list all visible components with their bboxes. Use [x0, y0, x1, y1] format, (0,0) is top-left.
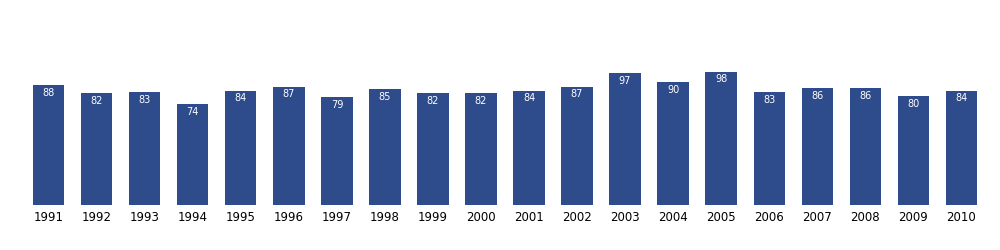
Text: 85: 85 — [379, 92, 391, 102]
Bar — [273, 86, 305, 205]
Bar — [705, 72, 737, 205]
Text: 80: 80 — [907, 99, 919, 109]
Bar — [81, 93, 112, 205]
Text: 86: 86 — [811, 90, 823, 101]
Text: 82: 82 — [91, 96, 103, 106]
Bar — [369, 89, 401, 205]
Bar — [321, 98, 353, 205]
Text: 83: 83 — [139, 95, 151, 105]
Text: 74: 74 — [187, 107, 199, 117]
Text: 87: 87 — [283, 89, 295, 99]
Bar — [850, 88, 881, 205]
Bar — [561, 86, 593, 205]
Bar — [513, 90, 545, 205]
Bar — [177, 104, 208, 205]
Bar — [225, 90, 256, 205]
Bar — [417, 93, 449, 205]
Bar — [754, 92, 785, 205]
Text: 88: 88 — [43, 88, 55, 98]
Text: 82: 82 — [427, 96, 439, 106]
Bar — [465, 93, 497, 205]
Bar — [657, 82, 689, 205]
Text: 87: 87 — [571, 89, 583, 99]
Bar — [898, 96, 929, 205]
Text: 82: 82 — [475, 96, 487, 106]
Text: 90: 90 — [667, 85, 679, 95]
Bar — [946, 90, 977, 205]
Bar — [802, 88, 833, 205]
Bar — [609, 73, 641, 205]
Bar — [33, 85, 64, 205]
Text: 84: 84 — [955, 93, 967, 103]
Bar — [129, 92, 160, 205]
Text: 97: 97 — [619, 76, 631, 86]
Text: 83: 83 — [763, 95, 775, 105]
Text: 98: 98 — [715, 74, 727, 84]
Text: 79: 79 — [331, 100, 343, 110]
Text: 86: 86 — [859, 90, 871, 101]
Text: 84: 84 — [235, 93, 247, 103]
Text: 84: 84 — [523, 93, 535, 103]
